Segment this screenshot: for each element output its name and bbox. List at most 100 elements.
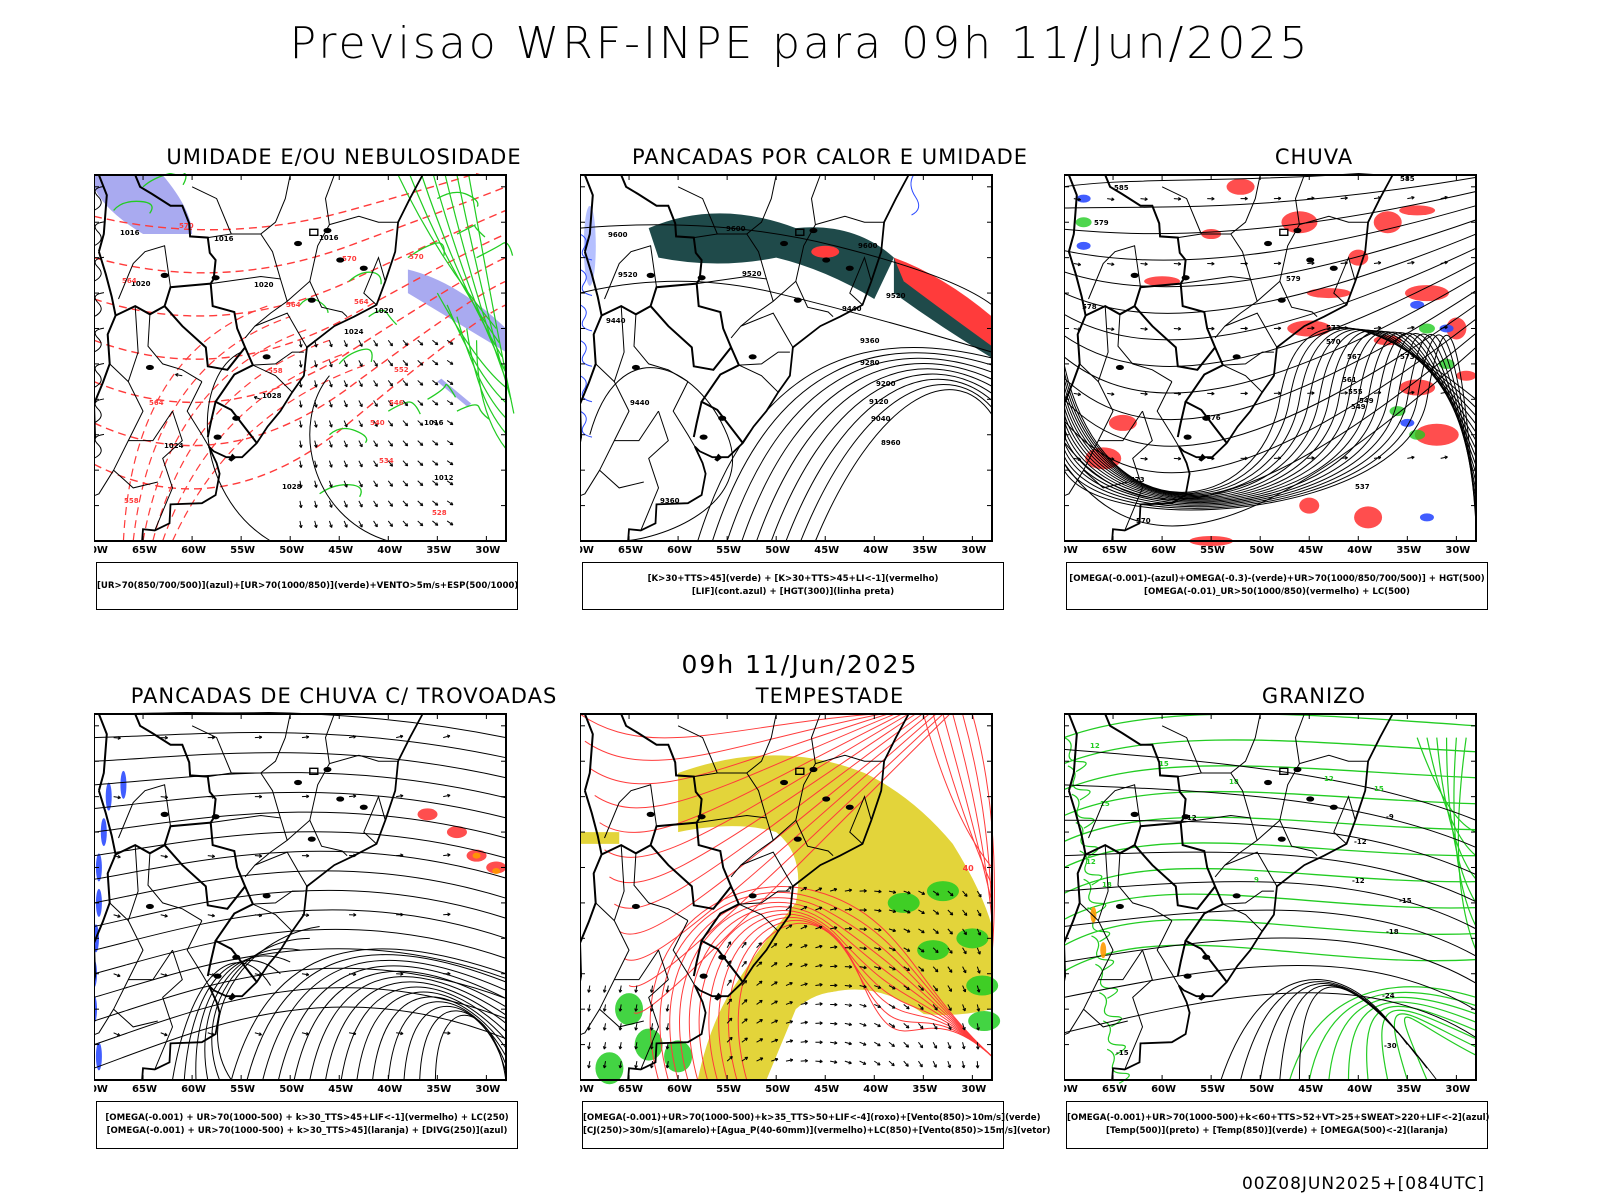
wind-vector [830,1022,838,1025]
wind-vector [306,794,310,799]
wind-vector [299,400,302,408]
country-border [1179,822,1228,983]
wind-vector [343,360,348,367]
wind-vector [756,980,763,986]
contour-label: 561 [1342,376,1357,384]
state-border [1230,713,1261,819]
wind-vector [830,907,838,911]
streamline [94,850,507,880]
humidity-shade-blue [437,378,472,407]
wind-vector [634,989,638,993]
wind-vector [744,1037,748,1041]
lon-tick-label: 45W [814,545,839,556]
wind-vector [741,999,748,1005]
lon-tick-label: 40W [377,1084,402,1095]
height-contour [1064,176,1477,209]
wind-vector [844,985,852,987]
contour-label: 573 [1326,324,1341,332]
rain-shade-red [1399,379,1436,396]
wind-vector [358,360,363,367]
wind-vector [726,979,732,986]
wind-vector [305,735,310,739]
wind-vector [1177,391,1182,396]
country-border [206,401,217,438]
field-layer: -12 -12 -9 -15 -12 -18 -24 -30 -15 12 15 18 12 15 15 12… [1064,713,1477,1084]
state-border [633,853,689,922]
humidity-contour-green [436,292,507,388]
wind-vector [449,441,454,446]
wind-vector [743,960,747,965]
wind-vector [815,887,822,892]
thickness-isoline [132,316,291,542]
wind-vector [800,944,808,949]
contour-label: 1016 [319,234,339,242]
wind-vector [921,891,926,895]
wind-vector [744,1018,748,1022]
rain-shade-red [1373,211,1402,234]
lake [845,804,854,810]
wind-vector [446,460,454,466]
wind-vector [359,363,363,367]
wind-vector [1344,456,1348,460]
wind-vector [863,908,867,912]
country-border [1067,251,1087,316]
streamline [262,959,507,1081]
wind-vector [756,942,762,949]
wind-vector [329,464,333,468]
wind-shade-green [968,1010,1001,1031]
wind-vector [906,967,911,971]
wind-vector [859,985,867,988]
wind-vector [859,1022,867,1027]
country-border [649,282,732,371]
contour-label: 578 [1082,303,1097,311]
wind-vector [961,1045,966,1050]
wind-vector [353,794,357,799]
wind-vector [650,1023,654,1031]
wind-vector [844,1041,852,1045]
wind-vector [344,363,348,368]
streamline [356,991,507,1081]
wind-vector [314,484,318,488]
wind-vector [948,988,953,992]
wind-vector [1311,456,1315,460]
country-border [1176,940,1187,977]
wind-vector [949,931,953,935]
wind-vector [402,380,409,387]
river-plate [714,453,723,462]
streamline [277,965,507,1081]
streamline [94,772,507,799]
pressure-contour-red [618,713,930,935]
wind-vector [434,422,439,426]
wind-vector [449,522,454,526]
wind-vector [314,364,318,368]
run-timestamp: 00Z08JUN2025+[084UTC] [1241,1174,1485,1194]
legend-line: [Temp(500)](preto) + [Temp(850)](verde) … [1106,1126,1448,1136]
wind-vector [344,343,348,348]
lon-tick-label: 45W [814,1084,839,1095]
wind-vector [1373,327,1381,329]
country-border [134,713,217,824]
pressure-contour-red [584,713,882,761]
rain-shade-red [1399,205,1436,216]
wind-vector [254,914,262,917]
wind-vector [789,1020,794,1024]
state-border [598,845,644,1028]
legend-umidade: [UR>70(850/700/500)](azul)+[UR>70(1000/8… [96,562,518,610]
thickness-isoline [94,280,507,447]
map-granizo: -12 -12 -9 -15 -12 -18 -24 -30 -15 12 15 18 12 15 15 12… [1064,713,1477,1095]
wind-vector [977,970,981,974]
wind-vector [918,1041,924,1049]
wind-vector [888,1060,895,1067]
temp850-contour [1328,996,1477,1081]
wind-vector [888,966,896,971]
wind-vector [729,1056,733,1060]
wind-vector [891,1062,895,1067]
contour-label: 9040 [871,415,891,423]
wind-vector [947,1060,951,1068]
streamline [94,909,507,951]
temp850-contour [1347,1001,1477,1081]
state-border [329,754,399,765]
wind-vector [863,965,867,970]
country-border [1104,713,1187,824]
contour-label: 558 [124,497,139,505]
